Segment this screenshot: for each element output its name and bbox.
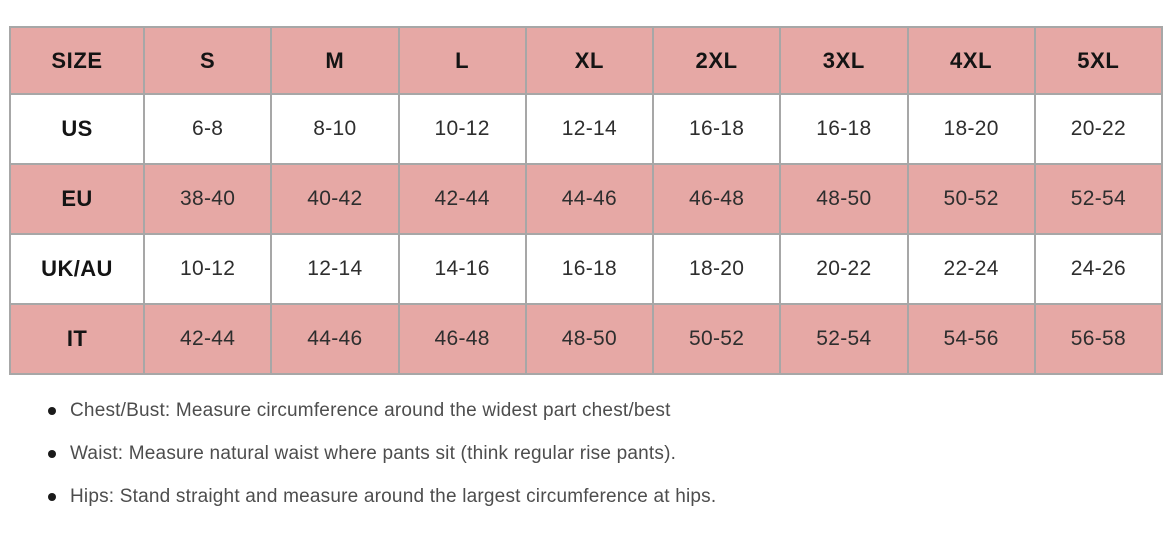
value-cell: 6-8: [142, 93, 273, 165]
value-cell: 16-18: [779, 93, 909, 165]
value-cell: 12-14: [524, 93, 655, 165]
size-chart-head: SIZE S M L XL 2XL 3XL 4XL 5XL: [9, 26, 1164, 95]
value-cell: 50-52: [906, 163, 1036, 235]
value-cell: 56-58: [1033, 303, 1164, 375]
value-cell: 44-46: [270, 303, 400, 375]
note-item: Waist: Measure natural waist where pants…: [48, 441, 716, 467]
value-cell: 46-48: [651, 163, 782, 235]
note-text: Waist: Measure natural waist where pants…: [70, 443, 677, 464]
size-header-cell: 5XL: [1033, 26, 1164, 95]
size-chart-body: US 6-8 8-10 10-12 12-14 16-18 16-18 18-20 20-22 E…: [9, 93, 1164, 375]
bullet-icon: [48, 407, 56, 415]
note-text: Chest/Bust: Measure circumference around…: [70, 400, 671, 421]
row-label-cell: US: [9, 93, 145, 165]
size-header-cell: S: [142, 26, 273, 95]
value-cell: 16-18: [651, 93, 782, 165]
value-cell: 12-14: [270, 233, 400, 305]
value-cell: 54-56: [906, 303, 1036, 375]
value-cell: 38-40: [142, 163, 273, 235]
value-cell: 42-44: [397, 163, 527, 235]
size-header-cell: 3XL: [779, 26, 909, 95]
table-row: IT 42-44 44-46 46-48 48-50 50-52 52-54 54-56 56-…: [9, 303, 1164, 375]
value-cell: 52-54: [779, 303, 909, 375]
measurement-notes: Chest/Bust: Measure circumference around…: [48, 398, 716, 527]
value-cell: 50-52: [651, 303, 782, 375]
row-label-cell: UK/AU: [9, 233, 145, 305]
value-cell: 44-46: [524, 163, 655, 235]
value-cell: 16-18: [524, 233, 655, 305]
table-row: UK/AU 10-12 12-14 14-16 16-18 18-20 20-22 22-24…: [9, 233, 1164, 305]
size-header-cell: 4XL: [906, 26, 1036, 95]
value-cell: 42-44: [142, 303, 273, 375]
value-cell: 22-24: [906, 233, 1036, 305]
table-row: EU 38-40 40-42 42-44 44-46 46-48 48-50 50-52 52-…: [9, 163, 1164, 235]
size-header-cell: XL: [524, 26, 655, 95]
value-cell: 10-12: [142, 233, 273, 305]
value-cell: 20-22: [779, 233, 909, 305]
row-label-cell: EU: [9, 163, 145, 235]
size-chart-table: SIZE S M L XL 2XL 3XL 4XL 5XL US 6-8 8-10 10-12 12-1…: [9, 26, 1164, 375]
note-item: Hips: Stand straight and measure around …: [48, 484, 716, 510]
note-text: Hips: Stand straight and measure around …: [70, 486, 717, 507]
bullet-icon: [48, 493, 56, 501]
corner-header-cell: SIZE: [9, 26, 145, 95]
table-row: US 6-8 8-10 10-12 12-14 16-18 16-18 18-20 20-22: [9, 93, 1164, 165]
value-cell: 40-42: [270, 163, 400, 235]
size-header-cell: 2XL: [651, 26, 782, 95]
value-cell: 48-50: [779, 163, 909, 235]
value-cell: 8-10: [270, 93, 400, 165]
value-cell: 24-26: [1033, 233, 1164, 305]
bullet-icon: [48, 450, 56, 458]
note-item: Chest/Bust: Measure circumference around…: [48, 398, 716, 424]
value-cell: 20-22: [1033, 93, 1164, 165]
value-cell: 18-20: [906, 93, 1036, 165]
size-header-cell: M: [270, 26, 400, 95]
value-cell: 52-54: [1033, 163, 1164, 235]
value-cell: 18-20: [651, 233, 782, 305]
value-cell: 46-48: [397, 303, 527, 375]
row-label-cell: IT: [9, 303, 145, 375]
size-chart-head-row: SIZE S M L XL 2XL 3XL 4XL 5XL: [9, 26, 1164, 95]
value-cell: 14-16: [397, 233, 527, 305]
value-cell: 48-50: [524, 303, 655, 375]
value-cell: 10-12: [397, 93, 527, 165]
size-header-cell: L: [397, 26, 527, 95]
